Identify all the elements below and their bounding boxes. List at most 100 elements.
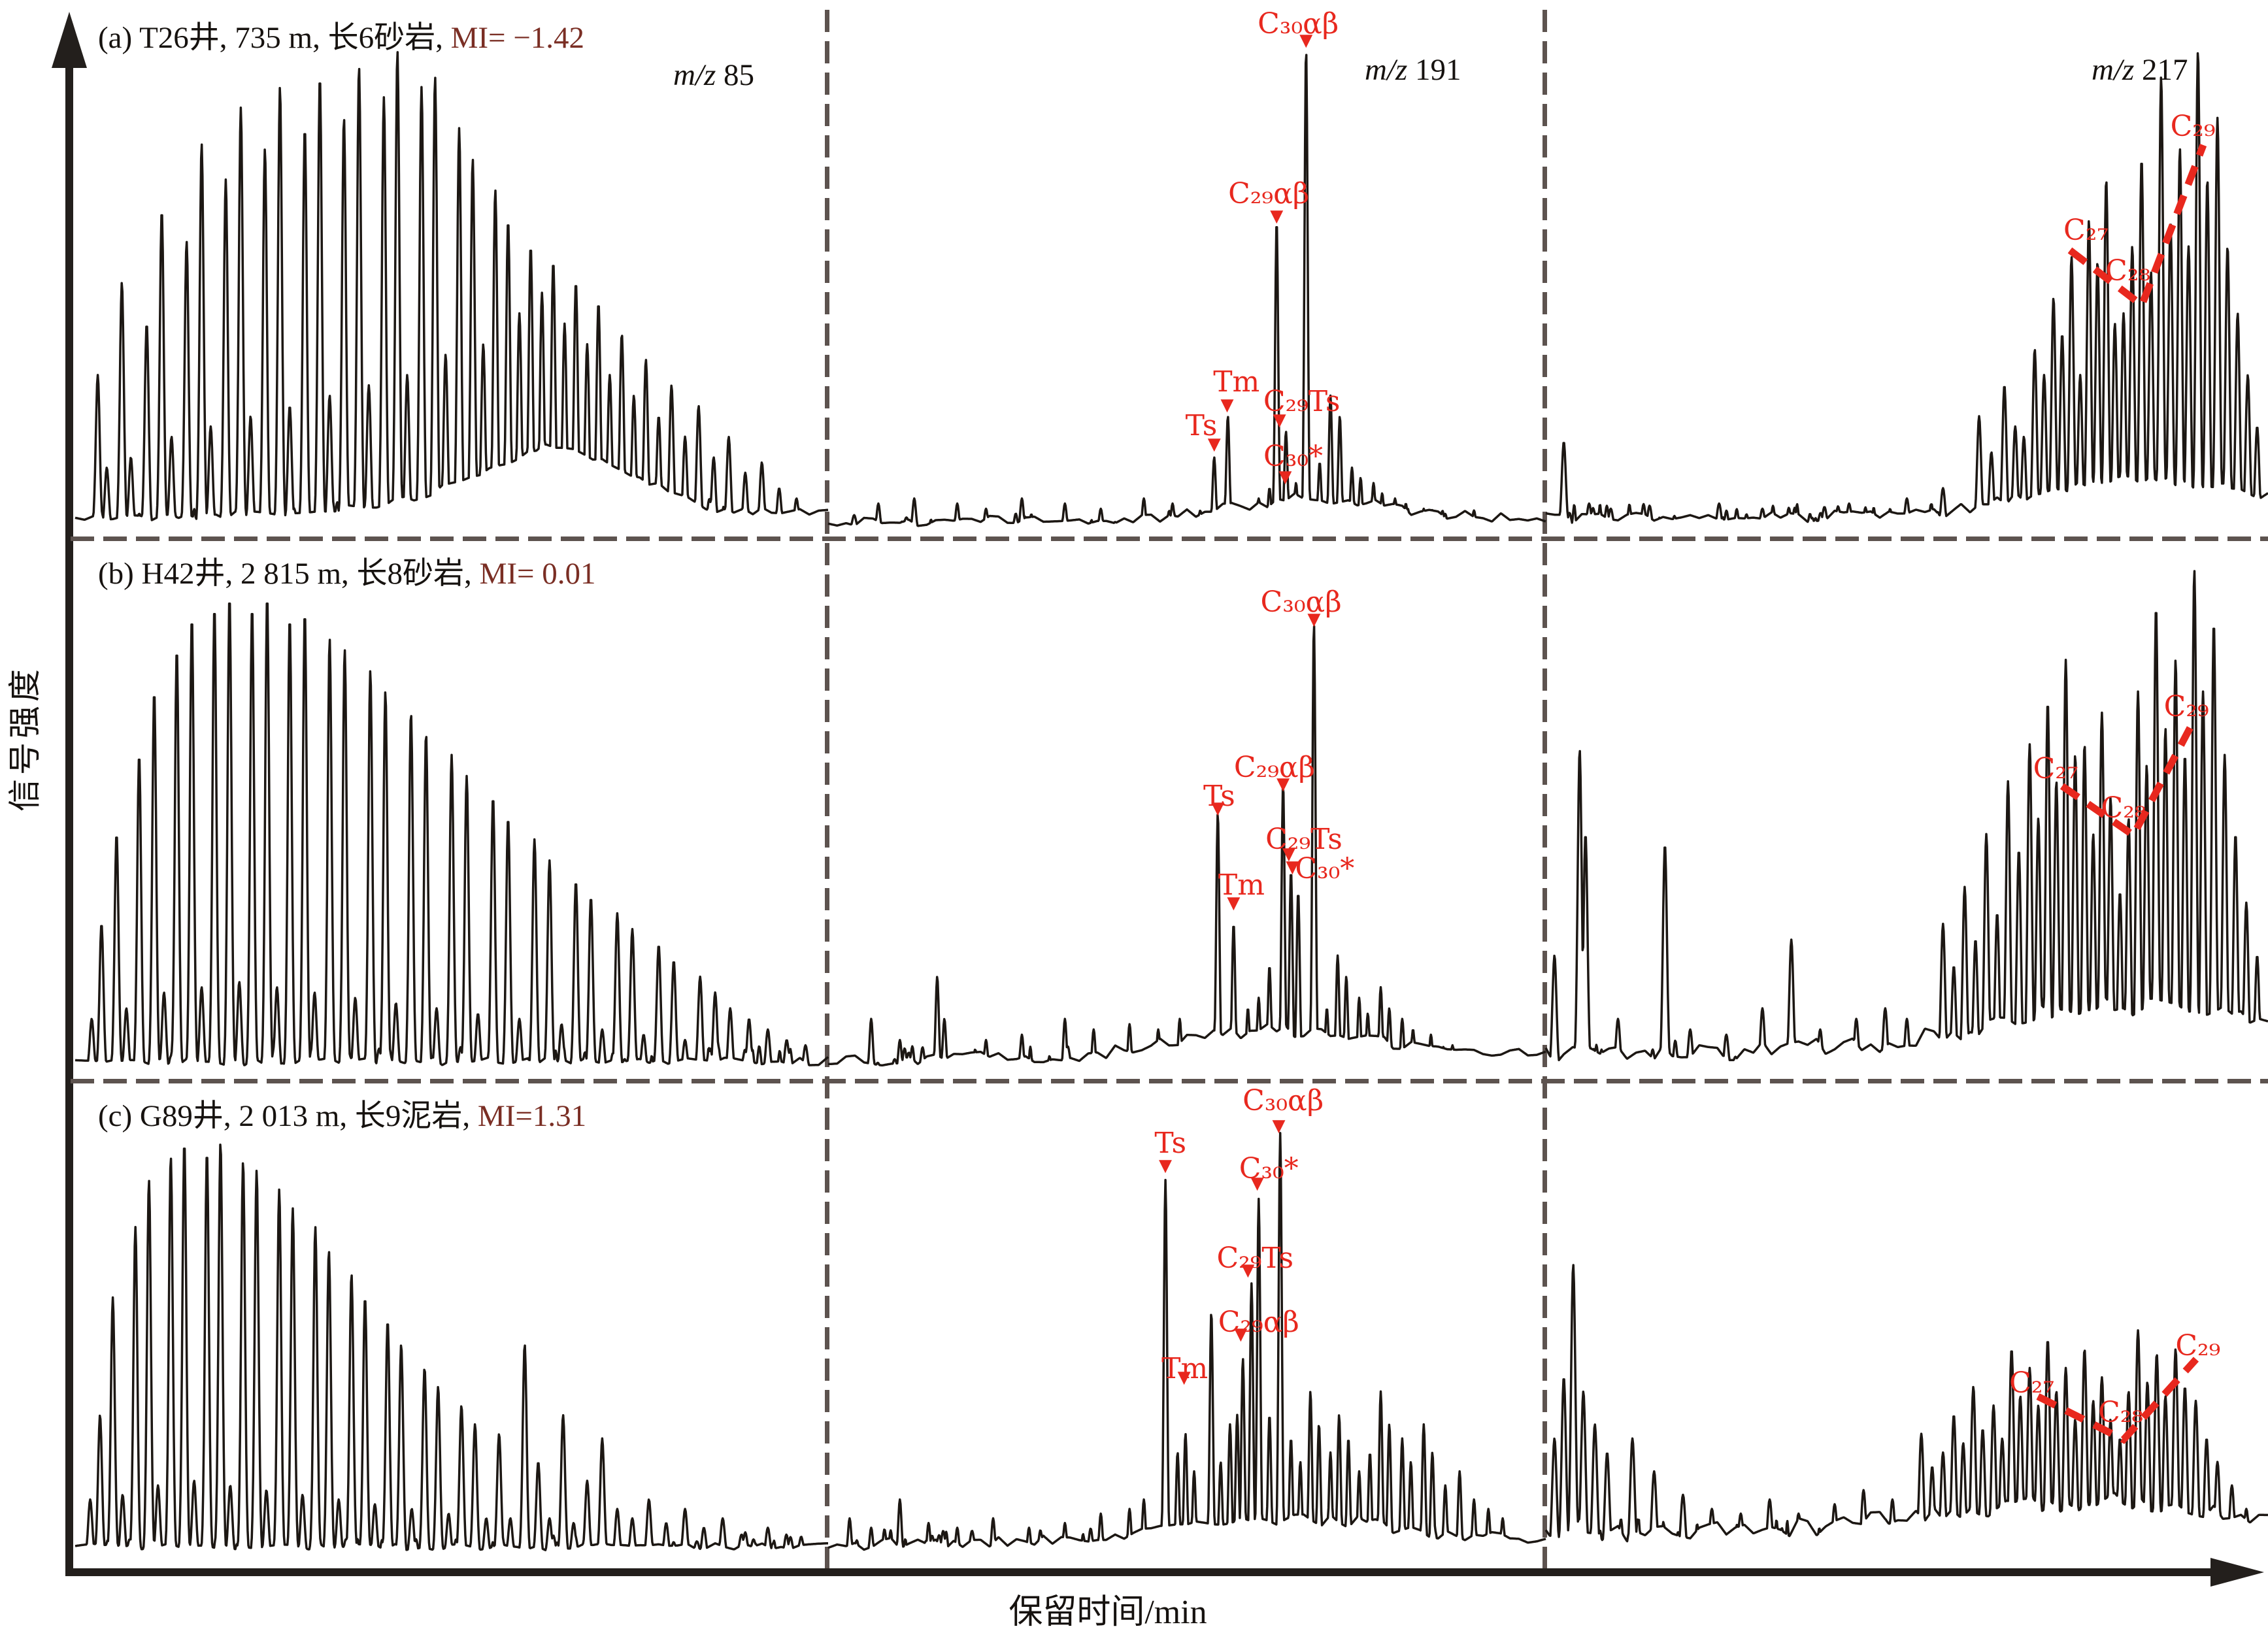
mz-value: 85 bbox=[724, 58, 755, 92]
peak-label: C₂₉ bbox=[2170, 109, 2216, 143]
chromatogram-c-mz217 bbox=[1544, 1264, 2268, 1543]
peak-label: C₂₉ bbox=[2163, 689, 2209, 723]
peak-marker-icon: ▼ bbox=[1227, 893, 1241, 913]
peak-label: C₂₉αβ bbox=[1228, 176, 1310, 210]
peak-label: C₂₈ bbox=[2101, 791, 2146, 825]
x-axis-label: 保留时间/min bbox=[1009, 1594, 1207, 1631]
y-axis-arrow-icon bbox=[52, 12, 87, 68]
panel-c-mz191: Ts ▼ C₃₀αβ ▼ C₃₀* ▼ C₂₉Ts ▼ C₂₉αβ ▼ Tm ▼ bbox=[827, 1081, 1546, 1565]
peak-label: C₂₇ bbox=[2033, 752, 2078, 786]
panel-c-mz85 bbox=[75, 1081, 829, 1565]
mz-value: 191 bbox=[1415, 53, 1461, 87]
peak-marker-icon: ▼ bbox=[1207, 434, 1221, 454]
peak-marker-icon: ▼ bbox=[1286, 857, 1299, 877]
panel-a-mz217: C₂₇ C₂₈ C₂₉ bbox=[1545, 10, 2268, 538]
chromatogram-line bbox=[827, 54, 1546, 527]
peak-marker-icon: ▼ bbox=[1273, 410, 1286, 430]
sterane-trend-dashed-line bbox=[2036, 1357, 2199, 1444]
chromatogram-line bbox=[75, 1144, 829, 1551]
chromatogram-a-mz85 bbox=[75, 51, 829, 521]
peak-label: C₃₀* bbox=[1295, 851, 1355, 885]
peak-label: C₃₀αβ bbox=[1242, 1083, 1324, 1117]
peak-label: C₃₀αβ bbox=[1260, 586, 1342, 619]
peak-label: Ts bbox=[1203, 779, 1235, 813]
panel-c-mi-value: MI=1.31 bbox=[477, 1099, 587, 1133]
panel-c-mz217: C₂₇ C₂₈ C₂₉ bbox=[1544, 1081, 2268, 1565]
peak-label: C₃₀* bbox=[1239, 1151, 1299, 1185]
peak-marker-icon: ▼ bbox=[1159, 1155, 1173, 1176]
panel-b-title: (b) H42井, 2 815 m, 长8砂岩, MI= 0.01 bbox=[98, 548, 596, 593]
mz-191-label: m/z 191 bbox=[1365, 52, 1461, 88]
panel-b-sample-info: (b) H42井, 2 815 m, 长8砂岩, bbox=[98, 557, 480, 591]
panel-b-mz191: C₃₀αβ ▼ C₂₉αβ ▼ Ts ▼ Tm ▼ C₂₉Ts ▼ C₃₀* ▼ bbox=[827, 538, 1546, 1081]
panel-c-title: (c) G89井, 2 013 m, 长9泥岩, MI=1.31 bbox=[98, 1090, 586, 1135]
x-axis-line bbox=[65, 1568, 2214, 1576]
peak-marker-icon: ▼ bbox=[1276, 774, 1290, 794]
chromatogram-line bbox=[75, 51, 829, 521]
peak-label: Ts bbox=[1185, 408, 1218, 442]
peak-label: Tm bbox=[1213, 365, 1260, 399]
peak-marker-icon: ▼ bbox=[1250, 1174, 1264, 1194]
mz-85-label: m/z 85 bbox=[673, 58, 754, 93]
peak-label: C₃₀αβ bbox=[1258, 7, 1339, 41]
peak-label: C₂₇ bbox=[2009, 1366, 2055, 1400]
panel-a-title: (a) T26井, 735 m, 长6砂岩, MI= −1.42 bbox=[98, 12, 584, 57]
chromatogram-line bbox=[827, 625, 1546, 1067]
mz-217-label: m/z 217 bbox=[2092, 52, 2188, 88]
peak-marker-icon: ▼ bbox=[1234, 1325, 1248, 1345]
row-divider-2 bbox=[71, 1079, 2268, 1083]
peak-label: C₂₈ bbox=[2098, 1396, 2144, 1430]
chromatogram-a-mz191 bbox=[827, 54, 1546, 527]
mz-italic: m/z bbox=[2092, 53, 2135, 87]
chromatogram-b-mz191 bbox=[827, 625, 1546, 1067]
row-divider-1 bbox=[71, 536, 2268, 541]
y-axis-line bbox=[65, 46, 73, 1574]
peak-label: C₂₉Ts bbox=[1265, 823, 1342, 857]
column-divider-2 bbox=[1543, 10, 1547, 1568]
peak-marker-icon: ▼ bbox=[1241, 1261, 1255, 1281]
peak-marker-icon: ▼ bbox=[1282, 844, 1295, 865]
peak-marker-icon: ▼ bbox=[1272, 1115, 1286, 1136]
peak-label: C₂₈ bbox=[2105, 254, 2151, 288]
y-axis-label: 信号强度 bbox=[7, 665, 43, 812]
peak-marker-icon: ▼ bbox=[1299, 30, 1313, 50]
peak-label: C₂₉αβ bbox=[1233, 750, 1315, 784]
peak-marker-icon: ▼ bbox=[1177, 1368, 1191, 1388]
x-axis-arrow-icon bbox=[2210, 1558, 2264, 1587]
column-divider-1 bbox=[825, 10, 829, 1568]
panel-b-mz217: C₂₇ C₂₈ C₂₉ bbox=[1544, 538, 2268, 1081]
peak-label: Tm bbox=[1161, 1351, 1209, 1385]
peak-label: C₂₉ bbox=[2175, 1328, 2221, 1362]
peak-label: Tm bbox=[1218, 868, 1265, 902]
sterane-trend-dashed-line bbox=[2067, 144, 2207, 311]
peak-label: C₂₉αβ bbox=[1218, 1306, 1299, 1340]
chromatogram-a-mz217 bbox=[1545, 52, 2268, 524]
mz-italic: m/z bbox=[1365, 53, 1408, 87]
mz-value: 217 bbox=[2142, 53, 2188, 87]
panel-a-mz85 bbox=[75, 10, 829, 538]
panel-c-sample-info: (c) G89井, 2 013 m, 长9泥岩, bbox=[98, 1099, 478, 1133]
chromatogram-line bbox=[827, 1132, 1546, 1551]
panel-b-mz85 bbox=[75, 538, 829, 1081]
peak-label: C₂₉Ts bbox=[1263, 384, 1341, 418]
chromatogram-line bbox=[1544, 1264, 2268, 1543]
peak-marker-icon: ▼ bbox=[1278, 467, 1292, 487]
peak-label: C₂₇ bbox=[2063, 213, 2109, 247]
peak-marker-icon: ▼ bbox=[1220, 395, 1234, 416]
panel-b-mi-value: MI= 0.01 bbox=[479, 557, 596, 591]
peak-marker-icon: ▼ bbox=[1307, 609, 1321, 629]
chromatogram-c-mz191 bbox=[827, 1132, 1546, 1551]
chromatogram-c-mz85 bbox=[75, 1144, 829, 1551]
peak-marker-icon: ▼ bbox=[1211, 799, 1225, 819]
chromatogram-b-mz217 bbox=[1544, 570, 2268, 1062]
panel-a-mi-value: MI= −1.42 bbox=[450, 21, 585, 55]
mz-italic: m/z bbox=[673, 58, 716, 92]
peak-label: C₂₉Ts bbox=[1216, 1241, 1294, 1275]
panel-a-mz191: C₃₀αβ ▼ C₂₉αβ ▼ Tm ▼ Ts ▼ C₂₉Ts ▼ C₃₀* ▼ bbox=[827, 7, 1546, 538]
peak-marker-icon: ▼ bbox=[1270, 206, 1284, 226]
chromatogram-line bbox=[1544, 570, 2268, 1062]
sterane-trend-dashed-line bbox=[2060, 718, 2197, 841]
peak-label: C₃₀* bbox=[1263, 439, 1323, 473]
chromatogram-b-mz85 bbox=[75, 602, 829, 1066]
